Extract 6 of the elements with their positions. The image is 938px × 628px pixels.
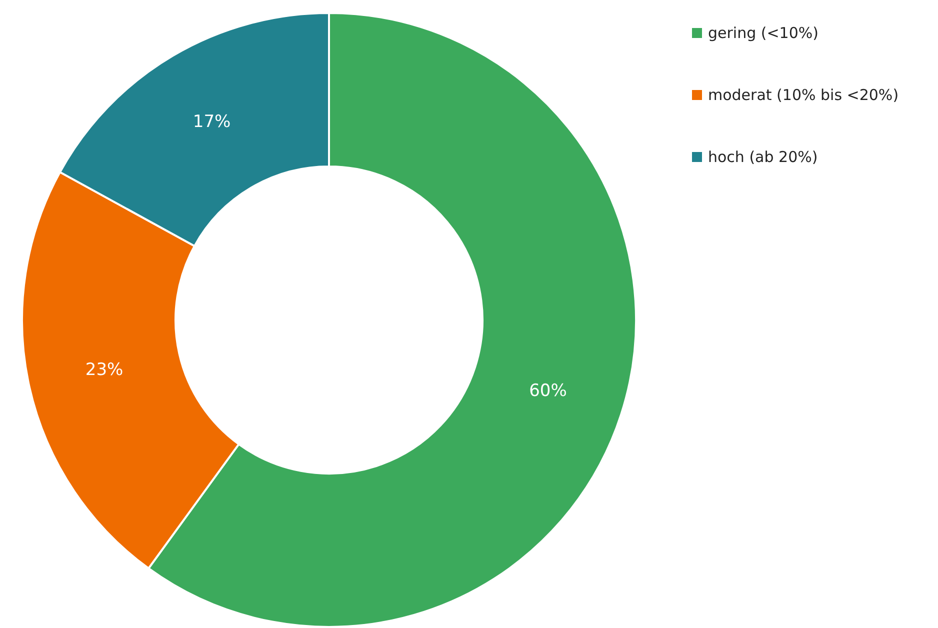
legend-label: hoch (ab 20%) [708,148,818,166]
legend-label: gering (<10%) [708,24,818,42]
legend-label: moderat (10% bis <20%) [708,86,899,104]
data-label: 17% [192,112,231,132]
data-label: 23% [85,360,124,380]
data-label: 60% [529,381,567,402]
